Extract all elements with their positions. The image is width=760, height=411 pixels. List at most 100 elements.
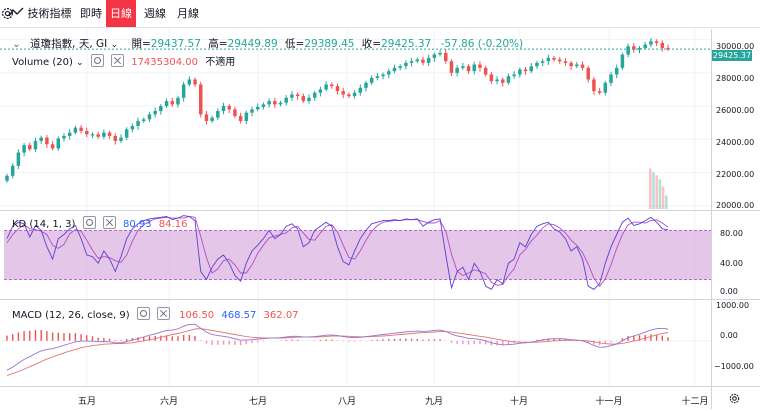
macd-signal-value: 362.07	[263, 310, 299, 321]
visibility-icon[interactable]	[82, 216, 96, 229]
chevron-down-icon[interactable]: ⌄	[76, 58, 84, 68]
candle-body	[512, 74, 516, 77]
candle-body	[290, 94, 294, 98]
chevron-down-icon[interactable]: ⌄	[110, 40, 119, 50]
candle-body	[113, 135, 118, 141]
volume-bar	[649, 168, 652, 209]
candle-body	[227, 106, 231, 110]
remove-icon[interactable]	[111, 54, 125, 67]
macd-legend: MACD (12, 26, close, 9) 106.50 468.57 36…	[12, 307, 299, 321]
candle-body	[381, 74, 385, 77]
interval-tab-realtime[interactable]: 即時	[80, 0, 104, 27]
main-legend: ⌄ 道瓊指數, 天, GI ⌄ 開=29437.57 高=29449.89 低=…	[12, 36, 523, 51]
settings-gear-icon[interactable]	[0, 6, 15, 21]
kd-axis-label: 40.00	[720, 259, 743, 268]
candle-body	[102, 132, 106, 137]
kd-label[interactable]: KD (14, 1, 3)	[12, 219, 76, 230]
collapse-icon[interactable]: ⌄	[12, 38, 21, 50]
candle-body	[535, 62, 539, 67]
candle-body	[301, 96, 306, 102]
interval-label: 週線	[144, 7, 166, 20]
candle-body	[176, 97, 180, 105]
macd-label[interactable]: MACD (12, 26, close, 9)	[12, 310, 130, 321]
candle-body	[273, 101, 277, 105]
candle-body	[358, 87, 363, 93]
candle-body	[39, 137, 43, 141]
candle-body	[660, 42, 665, 48]
volume-bar	[661, 186, 665, 209]
last-price-tag: 29425.37	[712, 50, 752, 61]
candle-body	[609, 74, 613, 83]
candle-body	[592, 79, 596, 92]
candle-body	[124, 129, 129, 138]
candle-body	[580, 64, 585, 68]
indicators-icon	[8, 7, 24, 17]
interval-tab-weekly[interactable]: 週線	[144, 0, 166, 27]
candle-body	[569, 62, 573, 67]
candle-body	[603, 82, 608, 93]
settings-gear-icon[interactable]	[728, 392, 741, 405]
volume-bar	[655, 175, 658, 209]
indicators-button[interactable]: 技術指標	[8, 0, 72, 27]
panel-divider[interactable]	[0, 299, 760, 300]
candle-body	[73, 127, 78, 133]
candle-body	[159, 106, 163, 112]
candle-body	[432, 54, 437, 58]
visibility-icon[interactable]	[90, 54, 104, 67]
candle-body	[233, 109, 237, 117]
candle-body	[472, 64, 477, 72]
candle-body	[307, 97, 311, 102]
price-axis-divider	[711, 29, 712, 409]
candle-body	[557, 59, 562, 62]
candle-body	[387, 71, 391, 75]
time-axis-label: 七月	[248, 397, 268, 407]
candle-body	[28, 145, 32, 150]
candle-body	[16, 152, 21, 166]
candle-body	[45, 137, 49, 145]
interval-label: 月線	[177, 7, 199, 20]
interval-tab-monthly[interactable]: 月線	[177, 0, 199, 27]
high-label: 高	[208, 38, 219, 50]
remove-icon[interactable]	[102, 216, 116, 229]
remove-icon[interactable]	[156, 307, 170, 320]
candle-body	[295, 94, 300, 97]
candle-body	[392, 67, 397, 72]
candle-body	[107, 132, 112, 136]
panel-divider[interactable]	[0, 210, 760, 211]
time-axis-label: 八月	[337, 397, 357, 407]
price-axis-label: 28000.00	[716, 74, 755, 83]
candle-body	[204, 114, 209, 121]
candle-body	[500, 79, 505, 83]
candle-body	[369, 77, 374, 83]
time-axis-label: 十一月	[595, 397, 623, 407]
candle-body	[455, 67, 459, 73]
candle-body	[654, 41, 659, 43]
candle-body	[330, 84, 334, 87]
price-axis-label: 30000.00	[716, 42, 755, 51]
close-label: 收	[361, 38, 373, 50]
macd-line-value: 468.57	[221, 310, 257, 321]
candle-body	[478, 64, 482, 68]
candle-body	[506, 76, 511, 83]
candle-body	[67, 132, 72, 136]
candle-body	[563, 61, 568, 63]
symbol-title[interactable]: 道瓊指數, 天, GI	[30, 38, 108, 50]
volume-label[interactable]: Volume (20)	[12, 57, 73, 68]
candle-body	[142, 119, 146, 121]
candle-body	[575, 64, 579, 67]
candle-body	[85, 130, 89, 135]
candle-body	[666, 47, 670, 50]
visibility-icon[interactable]	[136, 307, 150, 320]
candle-body	[255, 106, 260, 110]
candle-body	[421, 59, 425, 63]
interval-tab-daily[interactable]: 日線	[106, 0, 136, 27]
kd-d-line	[6, 216, 669, 287]
time-axis-label: 六月	[159, 397, 179, 407]
candle-body	[312, 92, 317, 98]
candle-body	[529, 66, 533, 72]
candle-body	[552, 57, 556, 60]
candle-body	[136, 121, 140, 126]
candle-body	[130, 125, 135, 130]
toolbar: 技術指標 即時 日線 週線 月線	[0, 0, 760, 28]
